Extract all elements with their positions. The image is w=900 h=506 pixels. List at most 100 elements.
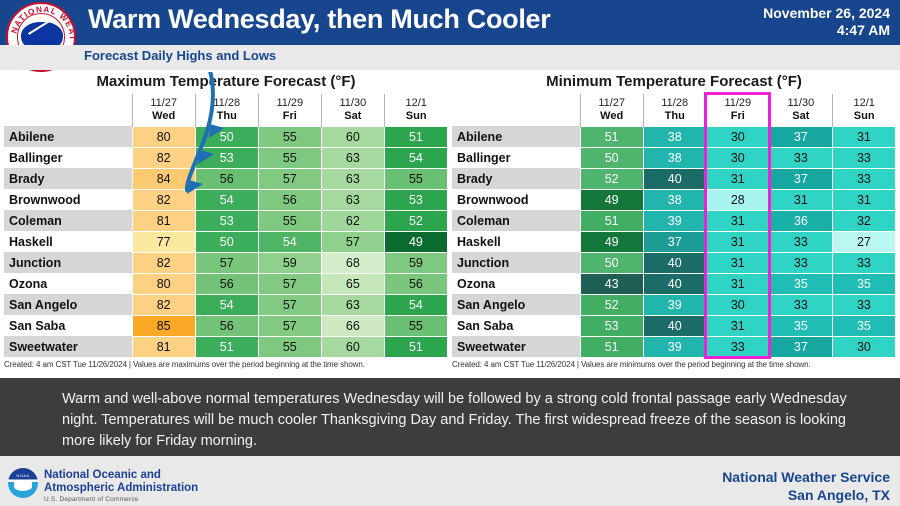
table-row: Brady 52 40 31 37 33 [452,167,897,190]
max-cell: 56 [194,314,259,337]
table-row: Brady 84 56 57 63 55 [4,167,449,190]
table-row: Haskell 77 50 54 57 49 [4,230,449,253]
min-table-date-row: 11/27 11/28 11/29 11/30 12/1 [452,94,896,110]
min-cell: 36 [768,209,833,232]
max-cell: 60 [320,125,385,148]
min-cell: 37 [642,230,707,253]
header-date: November 26, 2024 [763,5,890,21]
min-city-label: Sweetwater [452,336,581,357]
max-cell: 84 [131,167,196,190]
min-date-header-4: 12/1 [831,94,896,110]
max-cell: 51 [194,335,259,358]
min-cell: 31 [705,314,770,337]
max-day-header-1: Thu [194,110,259,126]
max-cell: 56 [257,188,322,211]
min-cell: 31 [705,251,770,274]
max-cell: 63 [320,167,385,190]
max-cell: 55 [257,146,322,169]
max-cell: 57 [257,293,322,316]
page-title: Warm Wednesday, then Much Cooler [88,4,551,34]
min-city-label: Brady [452,168,581,189]
min-cell: 53 [579,314,644,337]
min-temperature-table-container: Minimum Temperature Forecast (°F) 11/27 1… [452,72,897,369]
max-cell: 54 [194,293,259,316]
min-city-label: Abilene [452,126,581,147]
max-city-label: Haskell [4,231,133,252]
noaa-department: U.S. Department of Commerce [44,496,139,503]
min-cell: 31 [831,188,897,211]
max-cell: 57 [320,230,385,253]
min-cell: 43 [579,272,644,295]
svg-text:NATIONAL WEATHER: NATIONAL WEATHER [8,4,76,41]
max-cell: 81 [131,335,196,358]
table-row: Haskell 49 37 31 33 27 [452,230,897,253]
max-cell: 53 [383,188,449,211]
min-cell: 27 [831,230,897,253]
max-cell: 54 [257,230,322,253]
min-cell: 31 [705,167,770,190]
max-day-header-0: Wed [131,110,196,126]
max-date-header-1: 11/28 [194,94,259,110]
min-day-header-2: Fri [705,110,770,126]
min-cell: 30 [831,335,897,358]
min-table-footnote: Created: 4 am CST Tue 11/26/2024 | Value… [452,359,811,369]
max-cell: 49 [383,230,449,253]
table-row: Sweetwater 81 51 55 60 51 [4,335,449,358]
max-cell: 63 [320,293,385,316]
min-table-head: 11/27 11/28 11/29 11/30 12/1 Wed Thu Fri Sat Sun [452,94,896,126]
min-cell: 30 [705,293,770,316]
max-cell: 55 [383,167,449,190]
max-cell: 63 [320,188,385,211]
min-cell: 35 [768,314,833,337]
max-cell: 82 [131,293,196,316]
min-cell: 37 [768,335,833,358]
max-cell: 55 [257,209,322,232]
table-row: Ballinger 82 53 55 63 54 [4,146,449,169]
min-cell: 38 [642,125,707,148]
max-city-label: Ballinger [4,147,133,168]
min-cell: 30 [705,146,770,169]
table-row: Coleman 51 39 31 36 32 [452,209,897,232]
max-cell: 80 [131,125,196,148]
min-cell: 35 [831,314,897,337]
max-table-footnote: Created: 4 am CST Tue 11/26/2024 | Value… [4,359,365,369]
min-cell: 51 [579,209,644,232]
max-cell: 85 [131,314,196,337]
table-row: Abilene 80 50 55 60 51 [4,125,449,148]
min-cell: 32 [831,209,897,232]
max-city-label: Brady [4,168,133,189]
max-cell: 52 [383,209,449,232]
max-cell: 50 [194,125,259,148]
max-city-label: Coleman [4,210,133,231]
noaa-line-2: Atmospheric Administration [44,482,199,494]
min-corner-cell [452,94,581,110]
min-city-label: San Saba [452,315,581,336]
max-city-label: San Angelo [4,294,133,315]
max-cell: 57 [194,251,259,274]
min-cell: 31 [831,125,897,148]
table-row: Abilene 51 38 30 37 31 [452,125,897,148]
max-city-label: Brownwood [4,189,133,210]
max-table-day-row: Wed Thu Fri Sat Sun [4,110,448,126]
min-temperature-table: 11/27 11/28 11/29 11/30 12/1 Wed Thu Fri Sat Sun… [452,94,897,358]
min-cell: 35 [831,272,897,295]
max-day-header-3: Sat [320,110,385,126]
max-date-header-4: 12/1 [383,94,448,110]
min-date-header-3: 11/30 [768,94,833,110]
max-table-head: 11/27 11/28 11/29 11/30 12/1 Wed Thu Fri Sat Sun [4,94,448,126]
max-cell: 57 [257,167,322,190]
max-cell: 59 [257,251,322,274]
max-corner-cell [4,94,133,110]
nws-office: National Weather Service San Angelo, TX [722,468,890,504]
max-cell: 50 [194,230,259,253]
min-cell: 37 [768,167,833,190]
min-cell: 50 [579,251,644,274]
min-cell: 39 [642,209,707,232]
min-day-header-1: Thu [642,110,707,126]
table-row: San Saba 85 56 57 66 55 [4,314,449,337]
min-cell: 40 [642,314,707,337]
max-day-header-2: Fri [257,110,322,126]
max-cell: 82 [131,146,196,169]
max-cell: 57 [257,314,322,337]
noaa-agency-name: National Oceanic and Atmospheric Adminis… [44,469,198,495]
